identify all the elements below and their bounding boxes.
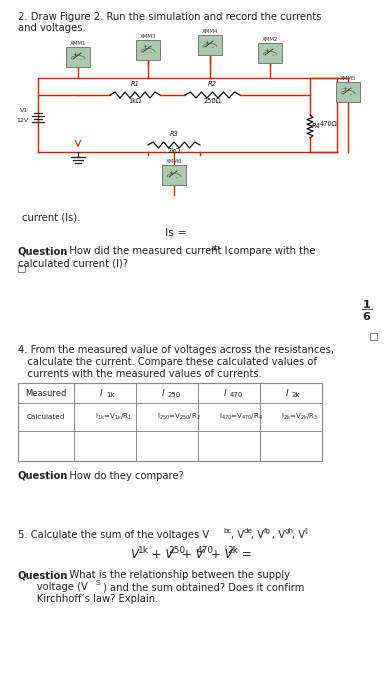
Text: 2. Draw Figure 2. Run the simulation and record the currents: 2. Draw Figure 2. Run the simulation and… [18,12,321,22]
Text: 1k: 1k [106,392,115,398]
Text: XMM3: XMM3 [140,34,156,39]
Text: 1: 1 [362,300,370,310]
Text: , V: , V [251,530,265,540]
Text: , V: , V [231,530,244,540]
Text: de: de [244,528,252,534]
Text: 1k: 1k [138,546,149,555]
Text: -: - [150,50,152,55]
Text: calculated current (I)?: calculated current (I)? [18,258,128,268]
Text: -: - [212,46,214,50]
Text: Question: Question [18,570,68,580]
Bar [162,165,186,185]
Text: 470: 470 [230,392,244,398]
Text: Is =: Is = [165,228,187,238]
Text: XMM2: XMM2 [262,37,278,42]
Text: : How did the measured current I: : How did the measured current I [63,246,228,256]
Text: +: + [205,39,209,45]
Bar [136,40,160,60]
Text: R1: R1 [131,81,139,87]
Text: 1kΩ: 1kΩ [128,98,142,104]
Text: V: V [130,548,138,561]
Text: +: + [168,169,173,174]
Text: + V: + V [182,548,203,561]
Text: -: - [176,176,178,181]
Text: 4. From the measured value of voltages across the resistances,: 4. From the measured value of voltages a… [18,345,334,355]
Text: ) and the sum obtained? Does it confirm: ) and the sum obtained? Does it confirm [103,582,304,592]
Text: I$_{\mathrm{470}}$=V$_{\mathrm{470}}$/R$_4$: I$_{\mathrm{470}}$=V$_{\mathrm{470}}$/R$… [219,412,263,422]
Text: I$_{\mathrm{250}}$=V$_{\mathrm{250}}$/R$_2$: I$_{\mathrm{250}}$=V$_{\mathrm{250}}$/R$… [157,412,201,422]
Text: , V: , V [292,530,305,540]
Text: gh: gh [284,528,293,534]
Text: -: - [272,53,274,59]
Text: XMM1: XMM1 [70,41,86,46]
Text: : What is the relationship between the supply: : What is the relationship between the s… [63,570,290,580]
Text: XMM6: XMM6 [166,159,182,164]
Text: Question: Question [18,246,68,256]
Text: 470Ω: 470Ω [320,122,338,127]
Text: voltage (V: voltage (V [18,582,88,592]
Text: 250: 250 [168,392,181,398]
Text: R3: R3 [170,131,179,137]
Text: -: - [80,57,82,62]
Text: 2kΩ: 2kΩ [168,148,180,154]
Text: + V: + V [148,548,173,561]
Text: 2k: 2k [227,546,238,555]
Text: 250Ω: 250Ω [204,98,221,104]
Text: S: S [96,580,101,586]
Bar [198,35,222,55]
Text: -: - [350,92,352,97]
Text: 6: 6 [362,312,370,322]
Text: R2: R2 [208,81,217,87]
Text: bc: bc [223,528,231,534]
Bar [336,82,360,102]
Text: I: I [162,389,164,398]
Text: Question: Question [18,471,68,481]
Text: +: + [143,45,147,50]
Text: currents with the measured values of currents.: currents with the measured values of cur… [18,369,262,379]
Text: +: + [73,52,77,57]
Text: current (Is).: current (Is). [22,213,81,223]
Text: 5. Calculate the sum of the voltages V: 5. Calculate the sum of the voltages V [18,530,209,540]
Text: I: I [100,389,102,398]
Text: 470: 470 [197,546,214,555]
Text: 250: 250 [168,546,185,555]
Text: Kirchhoff’s law? Explain.: Kirchhoff’s law? Explain. [18,594,158,604]
Text: +: + [343,87,347,92]
Bar [66,47,90,67]
Text: ab: ab [211,245,221,251]
Text: =: = [238,548,252,561]
Text: and voltages.: and voltages. [18,23,86,33]
Text: 2k: 2k [292,392,300,398]
Text: I: I [224,389,226,398]
Bar [258,43,282,63]
Text: , V: , V [272,530,285,540]
Text: +: + [265,48,269,52]
Text: R4: R4 [312,123,321,130]
Text: Measured: Measured [25,389,67,398]
Text: : How do they compare?: : How do they compare? [63,471,184,481]
Text: + V: + V [211,548,233,561]
Text: fg: fg [264,528,271,534]
Text: XMM4: XMM4 [202,29,218,34]
Bar [370,333,377,340]
Text: ij: ij [305,528,308,534]
Text: I$_{\mathrm{2k}}$=V$_{\mathrm{2k}}$/R$_3$: I$_{\mathrm{2k}}$=V$_{\mathrm{2k}}$/R$_3… [281,412,318,422]
Text: compare with the: compare with the [225,246,315,256]
Text: calculate the current. Compare these calculated values of: calculate the current. Compare these cal… [18,357,317,367]
Text: I: I [286,389,288,398]
Text: XMM5: XMM5 [340,76,356,81]
Bar [18,383,322,461]
Text: Calculated: Calculated [27,414,65,420]
Text: V1: V1 [20,108,28,113]
Bar [18,265,25,272]
Text: 12V: 12V [16,118,28,122]
Text: I$_{\mathrm{1k}}$=V$_{\mathrm{1k}}$/R$_1$: I$_{\mathrm{1k}}$=V$_{\mathrm{1k}}$/R$_1… [95,412,132,422]
